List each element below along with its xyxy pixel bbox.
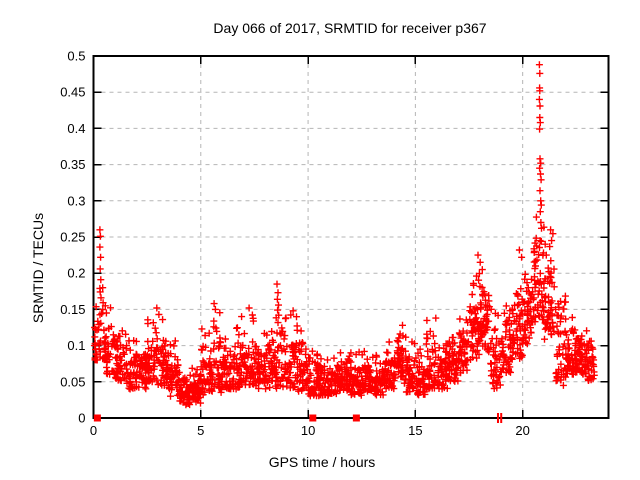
y-tick-label: 0.1: [67, 338, 85, 353]
y-tick-label: 0: [78, 411, 85, 426]
x-tick-label: 20: [515, 423, 529, 438]
x-tick-label: 0: [90, 423, 97, 438]
y-tick-label: 0.45: [60, 85, 85, 100]
y-tick-label: 0.25: [60, 230, 85, 245]
y-tick-label: 0.35: [60, 157, 85, 172]
x-axis-label: GPS time / hours: [268, 454, 376, 470]
y-tick-label: 0.2: [67, 266, 85, 281]
scatter-plus-markers: [90, 61, 598, 409]
y-tick-label: 0.3: [67, 193, 85, 208]
y-tick-label: 0.4: [67, 121, 85, 136]
y-tick-label: 0.5: [67, 49, 85, 64]
y-tick-label: 0.15: [60, 302, 85, 317]
zero-square-marker: [352, 414, 360, 422]
y-tick-label: 0.05: [60, 374, 85, 389]
chart-title: Day 066 of 2017, SRMTID for receiver p36…: [213, 20, 487, 36]
x-tick-label: 10: [301, 423, 315, 438]
zero-square-marker: [93, 414, 101, 422]
data-points: [90, 61, 598, 423]
zero-bar-marker: [500, 413, 503, 423]
zero-square-marker: [309, 414, 317, 422]
tick-labels: 0 5 10 15 20 0 0.05 0.1 0.15 0.2 0.25 0.3 0.35 0.4 0.4…: [60, 49, 530, 439]
x-tick-label: 15: [408, 423, 422, 438]
zero-bar-marker: [496, 413, 499, 423]
x-tick-label: 5: [197, 423, 204, 438]
